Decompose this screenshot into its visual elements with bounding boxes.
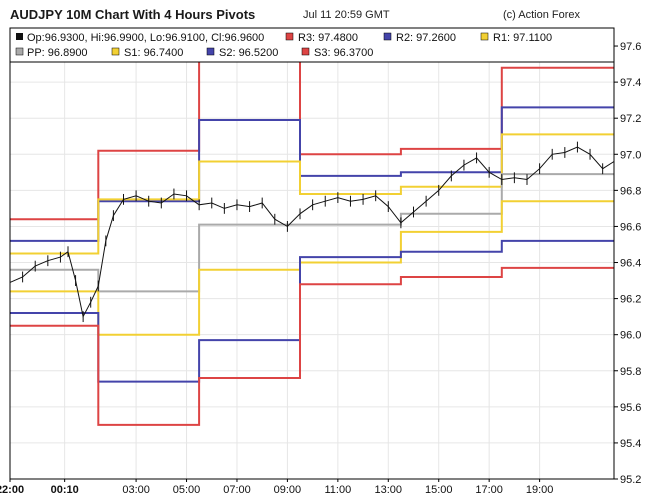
legend-s3: S3: 96.3700 <box>314 47 373 59</box>
x-tick-label: 05:00 <box>173 484 201 496</box>
y-tick-label: 95.4 <box>620 438 641 450</box>
legend-pp: PP: 96.8900 <box>27 47 88 59</box>
y-tick-label: 97.2 <box>620 113 641 125</box>
price-series <box>9 141 615 323</box>
x-tick-label: 03:00 <box>122 484 150 496</box>
timestamp: Jul 11 20:59 GMT <box>303 9 390 21</box>
legend-swatch-r2 <box>383 32 392 41</box>
x-tick-label: 13:00 <box>375 484 403 496</box>
legend-r3: R3: 97.4800 <box>298 32 358 44</box>
y-tick-label: 97.0 <box>620 149 641 161</box>
x-axis-ticks: 22:00 00:10 03:00 05:00 07:00 09:00 11:00 13:00… <box>0 479 553 496</box>
x-tick-label: 19:00 <box>526 484 554 496</box>
grid <box>9 28 614 480</box>
y-tick-label: 96.4 <box>620 258 641 270</box>
legend-swatch-s1 <box>111 47 120 56</box>
x-tick-label: 07:00 <box>223 484 251 496</box>
y-tick-label: 96.6 <box>620 221 641 233</box>
chart-title: AUDJPY 10M Chart With 4 Hours Pivots <box>10 7 256 22</box>
y-tick-label: 95.6 <box>620 402 641 414</box>
legend-swatch-pp <box>15 47 24 56</box>
y-axis-ticks: 97.6 97.4 97.2 97.0 96.8 96.6 96.4 96.2 96.0 95.8… <box>614 41 641 486</box>
x-tick-label: 09:00 <box>274 484 302 496</box>
legend-r1: R1: 97.1100 <box>493 32 552 44</box>
x-tick-label: 11:00 <box>324 484 351 496</box>
plot-border <box>9 27 615 480</box>
legend-swatch-s3 <box>301 47 310 56</box>
pivot-line-r1 <box>10 133 614 255</box>
legend-swatch-r3 <box>285 32 294 41</box>
legend-ohlc: Op:96.9300, Hi:96.9900, Lo:96.9100, Cl:9… <box>27 32 264 44</box>
legend-r2: R2: 97.2600 <box>396 32 456 44</box>
legend-box <box>9 27 615 63</box>
x-tick-label: 22:00 <box>0 484 24 496</box>
legend-swatch-r1 <box>480 32 489 41</box>
y-tick-label: 97.4 <box>620 77 641 89</box>
x-tick-label: 15:00 <box>425 484 453 496</box>
legend: Op:96.9300, Hi:96.9900, Lo:96.9100, Cl:9… <box>9 27 615 63</box>
y-tick-label: 96.2 <box>620 294 641 306</box>
legend-s2: S2: 96.5200 <box>219 47 278 59</box>
legend-s1: S1: 96.7400 <box>124 47 183 59</box>
pivot-lines <box>10 54 614 426</box>
x-tick-label: 17:00 <box>475 484 503 496</box>
x-tick-label: 00:10 <box>51 484 79 496</box>
brand-credit: (c) Action Forex <box>503 9 581 21</box>
y-tick-label: 97.6 <box>620 41 641 53</box>
y-tick-label: 96.8 <box>620 185 641 197</box>
price-line <box>9 146 615 319</box>
legend-swatch-s2 <box>206 47 215 56</box>
pivot-line-s3 <box>10 266 614 426</box>
y-tick-label: 95.8 <box>620 366 641 378</box>
y-tick-label: 96.0 <box>620 330 641 342</box>
y-tick-label: 95.2 <box>620 474 641 486</box>
legend-swatch-ohlc <box>16 33 23 40</box>
